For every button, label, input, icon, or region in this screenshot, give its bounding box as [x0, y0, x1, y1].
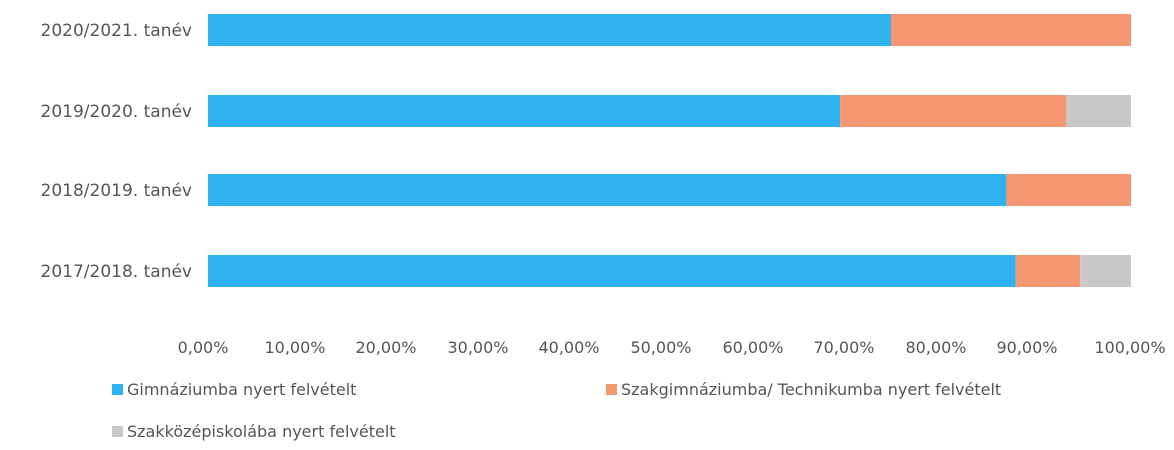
legend-swatch	[606, 384, 617, 395]
category-label: 2017/2018. tanév	[41, 262, 192, 282]
bar-segment-s1-c2	[1006, 174, 1131, 206]
x-tick-label: 90,00%	[996, 338, 1057, 357]
x-tick-label: 10,00%	[264, 338, 325, 357]
bar-segment-s2-c3	[1080, 255, 1131, 287]
bar-segment-s0-c2	[208, 174, 1007, 206]
bar-segment-s0-c1	[208, 95, 841, 127]
bar-segment-s0-c0	[208, 14, 892, 46]
legend-label: Gimnáziumba nyert felvételt	[127, 380, 356, 399]
bar-segment-s1-c1	[840, 95, 1067, 127]
category-label: 2018/2019. tanév	[41, 181, 192, 201]
x-tick-label: 20,00%	[355, 338, 416, 357]
bar-segment-s1-c0	[891, 14, 1131, 46]
legend: Gimnáziumba nyert felvételt Szakgimnázium…	[112, 380, 1001, 441]
x-tick-label: 70,00%	[813, 338, 874, 357]
bar-segment-s0-c3	[208, 255, 1016, 287]
x-axis-tick-labels: 0,00% 10,00% 20,00% 30,00% 40,00% 50,00% 60,00…	[178, 338, 1166, 357]
x-tick-label: 40,00%	[538, 338, 599, 357]
legend-label: Szakközépiskolába nyert felvételt	[127, 422, 396, 441]
category-label: 2020/2021. tanév	[41, 21, 192, 41]
x-tick-label: 100,00%	[1094, 338, 1165, 357]
category-labels: 2020/2021. tanév 2019/2020. tanév 2018/201…	[41, 21, 192, 282]
bar-segment-s2-c1	[1066, 95, 1131, 127]
x-tick-label: 80,00%	[905, 338, 966, 357]
legend-label: Szakgimnáziumba/ Technikumba nyert felvé…	[621, 380, 1001, 399]
legend-swatch	[112, 426, 123, 437]
x-tick-label: 30,00%	[447, 338, 508, 357]
x-tick-label: 0,00%	[178, 338, 229, 357]
bar-segment-s1-c3	[1015, 255, 1081, 287]
category-label: 2019/2020. tanév	[41, 102, 192, 122]
legend-swatch	[112, 384, 123, 395]
x-tick-label: 50,00%	[630, 338, 691, 357]
x-tick-label: 60,00%	[722, 338, 783, 357]
bars-group	[208, 14, 1131, 287]
